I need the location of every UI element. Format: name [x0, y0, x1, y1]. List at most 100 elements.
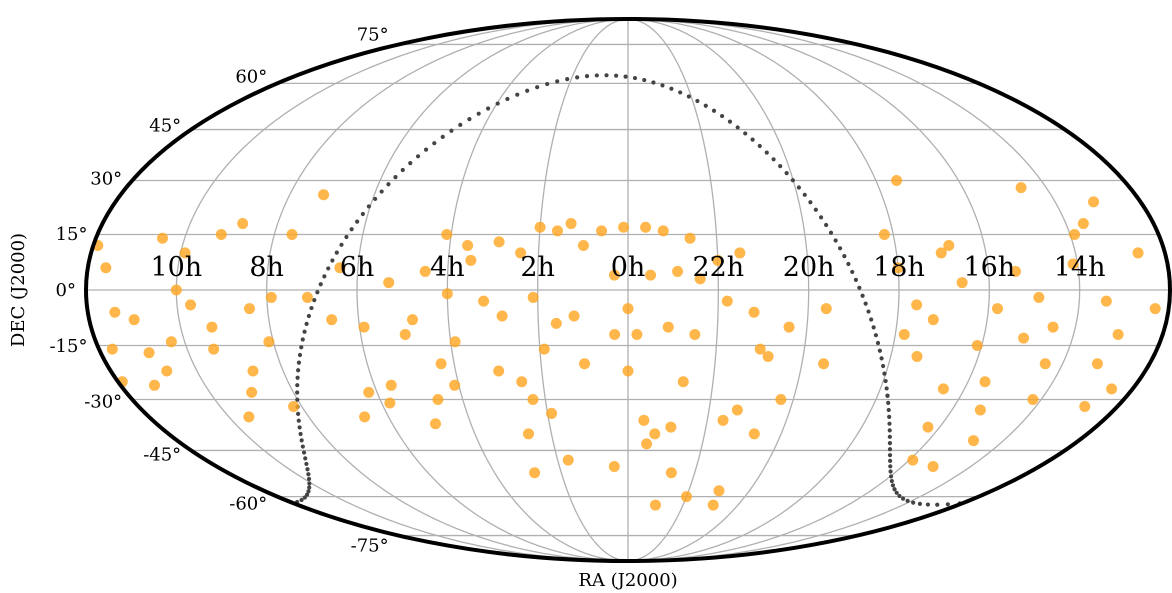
- galactic-plane-dot: [888, 464, 893, 469]
- galactic-plane-dot: [890, 483, 896, 488]
- grid-line: [627, 18, 810, 562]
- galactic-plane-dot: [887, 428, 892, 433]
- galactic-plane-dot: [525, 88, 530, 93]
- point: [979, 376, 991, 388]
- point: [937, 383, 949, 395]
- point: [1112, 328, 1124, 340]
- galactic-plane-dot: [778, 164, 783, 169]
- point: [527, 393, 539, 405]
- galactic-plane-dot: [875, 340, 881, 346]
- point: [818, 358, 830, 370]
- x-tick-label: 16h: [963, 252, 1015, 283]
- point: [911, 299, 923, 311]
- galactic-plane-dot: [833, 238, 838, 243]
- galactic-plane-dot: [307, 485, 312, 490]
- galactic-plane-dot: [349, 227, 354, 232]
- x-axis-label: RA (J2000): [578, 570, 677, 591]
- galactic-plane-dot: [897, 493, 902, 499]
- point: [680, 491, 692, 503]
- point: [649, 428, 661, 440]
- point: [734, 247, 746, 259]
- galactic-plane-dot: [355, 219, 360, 224]
- point: [550, 317, 562, 329]
- point: [565, 218, 577, 230]
- point: [383, 277, 395, 289]
- point: [1069, 229, 1081, 241]
- point: [100, 262, 112, 274]
- point: [689, 328, 701, 340]
- point: [1039, 358, 1051, 370]
- y-tick-label: 30°: [90, 169, 122, 190]
- x-tick-label: 6h: [340, 252, 375, 283]
- point: [493, 365, 505, 377]
- point: [1132, 247, 1144, 259]
- galactic-plane-dot: [486, 106, 491, 111]
- galactic-plane-dot: [632, 75, 638, 81]
- galactic-plane-dot: [467, 117, 472, 122]
- galactic-plane-dot: [432, 141, 437, 146]
- point: [435, 358, 447, 370]
- grid-line: [627, 18, 900, 562]
- galactic-plane-dot: [838, 246, 843, 251]
- point: [956, 277, 968, 289]
- grid: [86, 18, 1170, 562]
- galactic-plane-dot: [860, 293, 865, 298]
- galactic-plane-dot: [297, 352, 303, 358]
- point: [515, 247, 527, 259]
- galactic-plane-dot: [373, 196, 378, 202]
- point: [441, 288, 453, 300]
- galactic-plane-dot: [711, 108, 717, 113]
- y-tick-label: 75°: [357, 25, 389, 46]
- galactic-plane-dot: [887, 421, 892, 426]
- point: [608, 460, 620, 472]
- point: [432, 393, 444, 405]
- grid-line: [537, 18, 629, 562]
- point: [672, 265, 684, 277]
- galactic-plane-dot: [449, 128, 454, 133]
- galactic-plane-dot: [925, 502, 931, 507]
- point: [165, 336, 177, 348]
- x-tick-label: 8h: [249, 252, 284, 283]
- point: [649, 499, 661, 511]
- galactic-plane-dot: [911, 500, 916, 505]
- galactic-plane-dot: [900, 496, 906, 501]
- galactic-plane-dot: [458, 122, 463, 127]
- galactic-plane-dot: [423, 147, 429, 152]
- galactic-plane-dot: [669, 86, 674, 91]
- point: [927, 460, 939, 472]
- point: [265, 291, 277, 303]
- point: [359, 411, 371, 423]
- point: [407, 314, 419, 326]
- points: [92, 175, 1161, 511]
- galactic-plane-dot: [695, 98, 700, 104]
- point: [562, 454, 574, 466]
- point: [579, 358, 591, 370]
- galactic-plane-dot: [299, 345, 304, 350]
- point: [657, 225, 669, 237]
- galactic-plane-dot: [304, 321, 309, 326]
- point: [243, 411, 255, 423]
- point: [465, 254, 477, 266]
- galactic-plane-dot: [886, 400, 891, 406]
- point: [179, 247, 191, 259]
- galactic-plane-dot: [873, 333, 879, 338]
- galactic-plane-dot: [771, 157, 776, 162]
- point: [527, 291, 539, 303]
- point: [1018, 332, 1030, 344]
- point: [529, 467, 541, 479]
- point: [1010, 265, 1022, 277]
- grid-line: [627, 18, 1081, 562]
- point: [712, 254, 724, 266]
- point: [206, 321, 218, 333]
- galactic-plane-dot: [339, 242, 344, 247]
- point: [1077, 218, 1089, 230]
- galactic-plane-dot: [824, 222, 829, 228]
- galactic-plane-dot: [889, 478, 894, 484]
- point: [638, 414, 650, 426]
- point: [263, 336, 275, 348]
- galactic-plane-dot: [869, 317, 874, 322]
- galactic-plane-dot: [302, 329, 307, 334]
- galactic-plane-dot: [888, 458, 893, 463]
- point: [109, 306, 121, 318]
- galactic-plane-dot: [642, 77, 647, 83]
